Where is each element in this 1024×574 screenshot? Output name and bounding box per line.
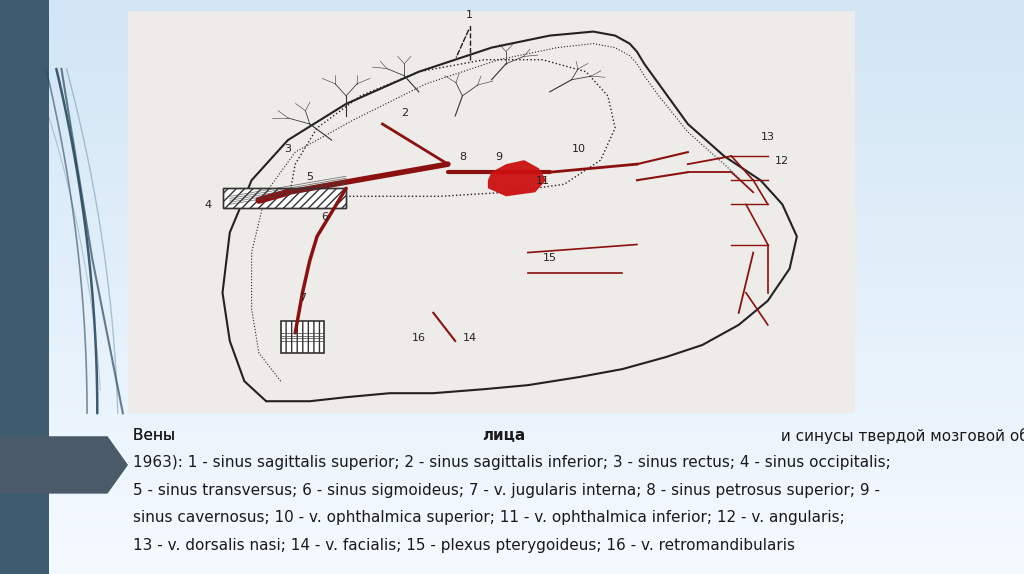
Text: 12: 12 xyxy=(775,156,790,166)
Polygon shape xyxy=(0,436,128,494)
Polygon shape xyxy=(487,160,546,196)
Bar xyxy=(128,11,855,413)
Text: 5 - sinus transversus; 6 - sinus sigmoideus; 7 - v. jugularis interna; 8 - sinus: 5 - sinus transversus; 6 - sinus sigmoid… xyxy=(133,483,880,498)
Text: 13: 13 xyxy=(761,132,774,142)
Text: 16: 16 xyxy=(412,333,426,343)
Bar xyxy=(222,188,346,208)
Text: лица: лица xyxy=(482,428,525,443)
Bar xyxy=(222,188,346,208)
Text: 8: 8 xyxy=(459,152,466,162)
Bar xyxy=(281,321,325,353)
Text: 5: 5 xyxy=(306,172,313,182)
Text: 1963): 1 - sinus sagittalis superior; 2 - sinus sagittalis inferior; 3 - sinus r: 1963): 1 - sinus sagittalis superior; 2 … xyxy=(133,455,891,470)
Text: 14: 14 xyxy=(463,333,477,343)
Text: 2: 2 xyxy=(400,108,408,118)
Text: 1: 1 xyxy=(466,10,473,20)
Text: 11: 11 xyxy=(536,176,550,186)
Text: 10: 10 xyxy=(571,144,586,154)
Text: 7: 7 xyxy=(299,293,306,302)
Text: Вены: Вены xyxy=(133,428,180,443)
Text: sinus cavernosus; 10 - v. ophthalmica superior; 11 - v. ophthalmica inferior; 12: sinus cavernosus; 10 - v. ophthalmica su… xyxy=(133,510,845,525)
Text: и синусы твердой мозговой оболочки (схема) (Островерхое Г. Е. и соавт.,: и синусы твердой мозговой оболочки (схем… xyxy=(775,428,1024,444)
Text: 13 - v. dorsalis nasi; 14 - v. facialis; 15 - plexus pterygoideus; 16 - v. retro: 13 - v. dorsalis nasi; 14 - v. facialis;… xyxy=(133,538,795,553)
Text: 9: 9 xyxy=(496,152,503,162)
Text: 4: 4 xyxy=(205,200,212,210)
Text: 3: 3 xyxy=(285,144,292,154)
Text: 6: 6 xyxy=(321,212,328,222)
Text: 15: 15 xyxy=(543,253,557,262)
Text: Вены: Вены xyxy=(133,428,180,443)
Bar xyxy=(0,0,49,574)
